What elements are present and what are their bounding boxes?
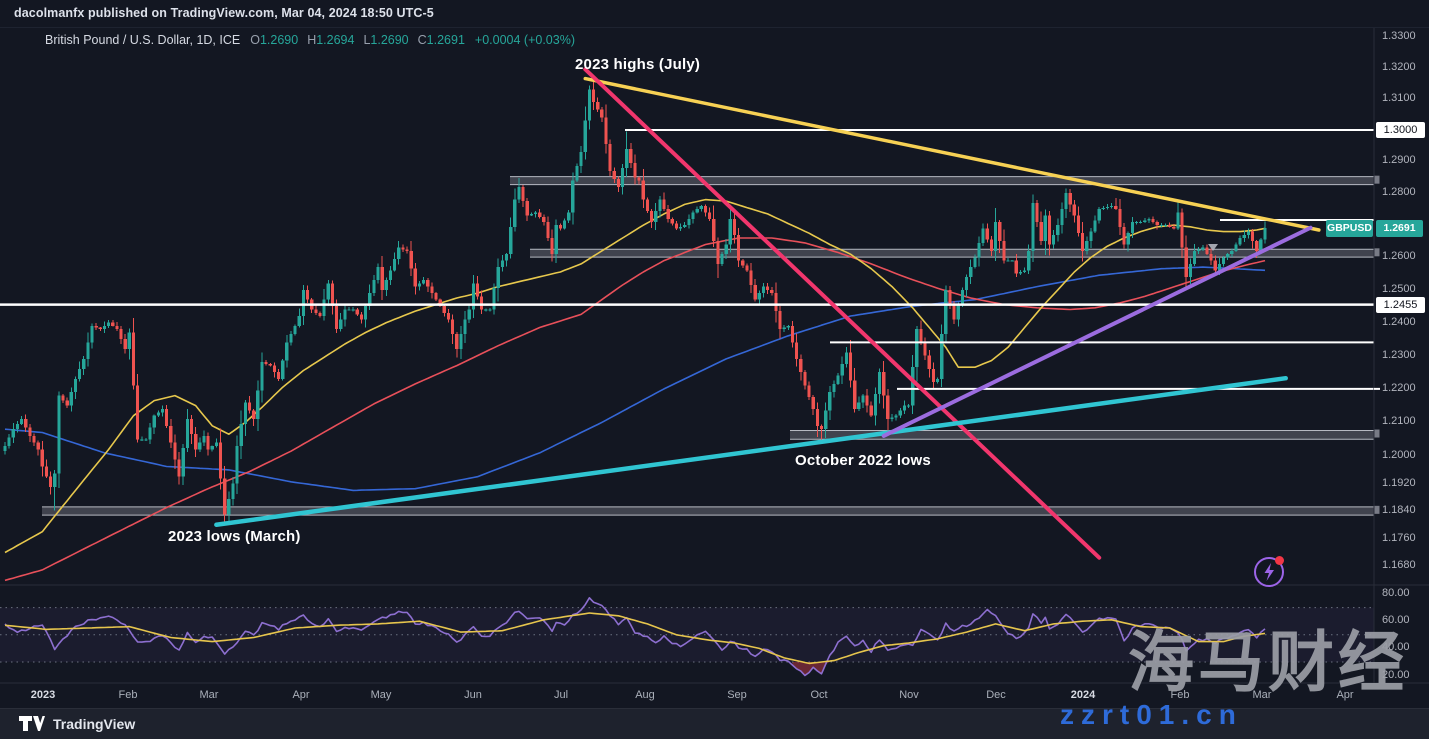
price-tick-label: 1.2100 — [1382, 415, 1416, 428]
price-tick-label: 1.2400 — [1382, 315, 1416, 328]
zone-zone-1.2600 — [530, 249, 1374, 258]
publisher-text: dacolmanfx published on TradingView.com,… — [14, 6, 434, 20]
price-tick-label: 1.3300 — [1382, 30, 1416, 42]
time-tick-jul: Jul — [553, 689, 569, 701]
time-tick-2024: 2024 — [1070, 689, 1096, 701]
lightning-bolt-icon — [1264, 563, 1274, 581]
time-tick-2023: 2023 — [30, 689, 56, 701]
publisher-bar: dacolmanfx published on TradingView.com,… — [0, 0, 1429, 28]
time-tick-sep: Sep — [727, 689, 747, 701]
trendline-descending-resistance-yellow — [583, 76, 1321, 232]
ma-100-line — [4, 237, 1266, 582]
zone-march-lows-zone-1.1840 — [42, 506, 1374, 516]
price-tick-label: 1.2200 — [1382, 381, 1416, 394]
axis-zone-marker — [1374, 248, 1380, 257]
last-price-value-label: 1.2691 — [1376, 219, 1423, 237]
time-tick-aug: Aug — [635, 689, 655, 701]
last-price-symbol-label: GBPUSD — [1326, 219, 1373, 237]
annotation-2023-highs: 2023 highs (July) — [575, 56, 701, 73]
price-line-label-1.3000: 1.3000 — [1376, 122, 1425, 138]
price-tick-label: 1.2900 — [1382, 154, 1416, 167]
price-tick-label: 1.1920 — [1382, 476, 1416, 489]
rsi-tick-label: 20.00 — [1382, 668, 1410, 681]
zone-supply-zone-1.2825-1.2850 — [510, 176, 1374, 185]
ohlc-item: C 1.2691 — [417, 33, 465, 47]
price-tick-label: 1.2300 — [1382, 348, 1416, 361]
price-tick-label: 1.3200 — [1382, 60, 1416, 73]
time-tick-may: May — [370, 689, 392, 701]
trendline-rising-support-purple — [881, 225, 1313, 438]
ohlc-values: O 1.2690 H 1.2694 L 1.2690 C 1.2691 — [250, 33, 465, 47]
ma-200-line — [4, 266, 1266, 492]
candles — [3, 82, 1267, 525]
tradingview-logo[interactable]: TradingView — [18, 715, 135, 732]
price-pane — [0, 67, 1374, 582]
rsi-tick-label: 40.00 — [1382, 641, 1410, 654]
price-tick-label: 1.2000 — [1382, 449, 1416, 462]
price-tick-label: 1.2600 — [1382, 250, 1416, 263]
time-tick-apr: Apr — [292, 689, 310, 701]
ohlc-item: L 1.2690 — [363, 33, 409, 47]
price-tick-label: 1.1680 — [1382, 559, 1416, 572]
annotation-2023-lows: 2023 lows (March) — [168, 528, 301, 545]
alert-flash-button[interactable] — [1254, 556, 1284, 587]
change-value: +0.0004 (+0.03%) — [474, 33, 575, 47]
price-tick-label: 1.2500 — [1382, 282, 1416, 295]
watermark-chinese: 海马财经 — [1128, 625, 1408, 699]
ma-50-line — [4, 198, 1266, 554]
rsi-tick-label: 60.00 — [1382, 614, 1410, 627]
time-tick-nov: Nov — [899, 689, 919, 701]
symbol-title: British Pound / U.S. Dollar, 1D, ICE — [45, 33, 241, 47]
time-tick-feb: Feb — [1170, 689, 1190, 701]
zone-october-lows-zone — [790, 430, 1374, 440]
watermark-site: zzrt01.cn — [1060, 699, 1243, 730]
tradingview-mark-icon — [19, 716, 45, 731]
chart-legend: British Pound / U.S. Dollar, 1D, ICE O 1.… — [45, 33, 575, 47]
axis-tick-1.2200 — [1374, 387, 1380, 390]
axis-zone-marker — [1374, 175, 1380, 184]
annotation-october-2022-lows: October 2022 lows — [795, 452, 931, 469]
time-tick-apr: Apr — [1336, 689, 1354, 701]
price-tick-label: 1.3100 — [1382, 91, 1416, 104]
marker-down-arrow — [1208, 244, 1218, 251]
time-tick-feb: Feb — [118, 689, 138, 701]
price-tick-label: 1.2800 — [1382, 186, 1416, 199]
rsi-ma-line — [4, 612, 1266, 665]
price-tick-label: 1.1760 — [1382, 531, 1416, 544]
time-tick-mar: Mar — [199, 689, 219, 701]
notification-dot — [1275, 556, 1284, 565]
price-tick-label: 1.1840 — [1382, 503, 1416, 516]
rsi-tick-label: 80.00 — [1382, 587, 1410, 599]
brand-text: TradingView — [53, 715, 136, 732]
time-tick-jun: Jun — [464, 689, 482, 701]
price-line-label-1.2455: 1.2455 — [1376, 296, 1425, 313]
rsi-pane — [0, 597, 1374, 677]
footer-bar: TradingView — [0, 708, 1429, 739]
ohlc-item: H 1.2694 — [307, 33, 355, 47]
axis-zone-marker — [1374, 429, 1380, 438]
ohlc-item: O 1.2690 — [250, 33, 299, 47]
trendline-long-term-support-cyan — [214, 375, 1288, 528]
time-tick-oct: Oct — [810, 689, 828, 701]
trendline-steep-downtrend-pink — [583, 67, 1102, 560]
time-tick-mar: Mar — [1252, 689, 1272, 701]
time-tick-dec: Dec — [986, 689, 1006, 701]
axis-zone-marker — [1374, 505, 1380, 514]
